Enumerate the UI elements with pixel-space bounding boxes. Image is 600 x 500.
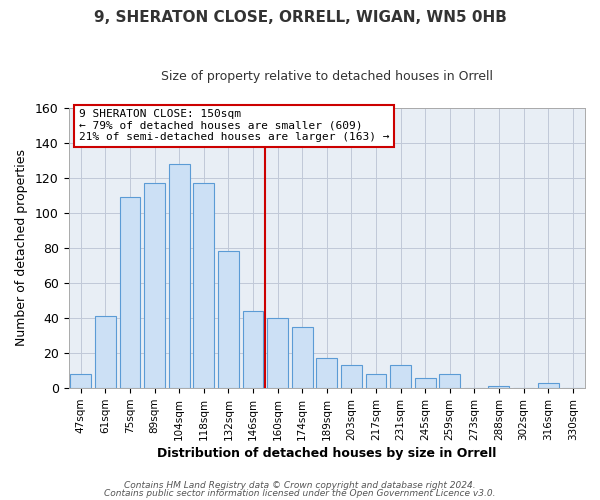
Bar [341,366,362,388]
Bar [316,358,337,388]
Text: 9, SHERATON CLOSE, ORRELL, WIGAN, WN5 0HB: 9, SHERATON CLOSE, ORRELL, WIGAN, WN5 0H… [94,10,506,25]
Text: Contains public sector information licensed under the Open Government Licence v3: Contains public sector information licen… [104,488,496,498]
Title: Size of property relative to detached houses in Orrell: Size of property relative to detached ho… [161,70,493,83]
Bar [415,378,436,388]
Bar [267,318,288,388]
Bar [119,197,140,388]
Bar [292,327,313,388]
Bar [390,366,411,388]
Bar [218,252,239,388]
Text: 9 SHERATON CLOSE: 150sqm
← 79% of detached houses are smaller (609)
21% of semi-: 9 SHERATON CLOSE: 150sqm ← 79% of detach… [79,109,389,142]
Bar [488,386,509,388]
Bar [144,183,165,388]
X-axis label: Distribution of detached houses by size in Orrell: Distribution of detached houses by size … [157,447,496,460]
Bar [169,164,190,388]
Bar [439,374,460,388]
Bar [193,183,214,388]
Bar [538,383,559,388]
Bar [242,311,263,388]
Bar [70,374,91,388]
Bar [95,316,116,388]
Bar [365,374,386,388]
Text: Contains HM Land Registry data © Crown copyright and database right 2024.: Contains HM Land Registry data © Crown c… [124,481,476,490]
Y-axis label: Number of detached properties: Number of detached properties [15,150,28,346]
